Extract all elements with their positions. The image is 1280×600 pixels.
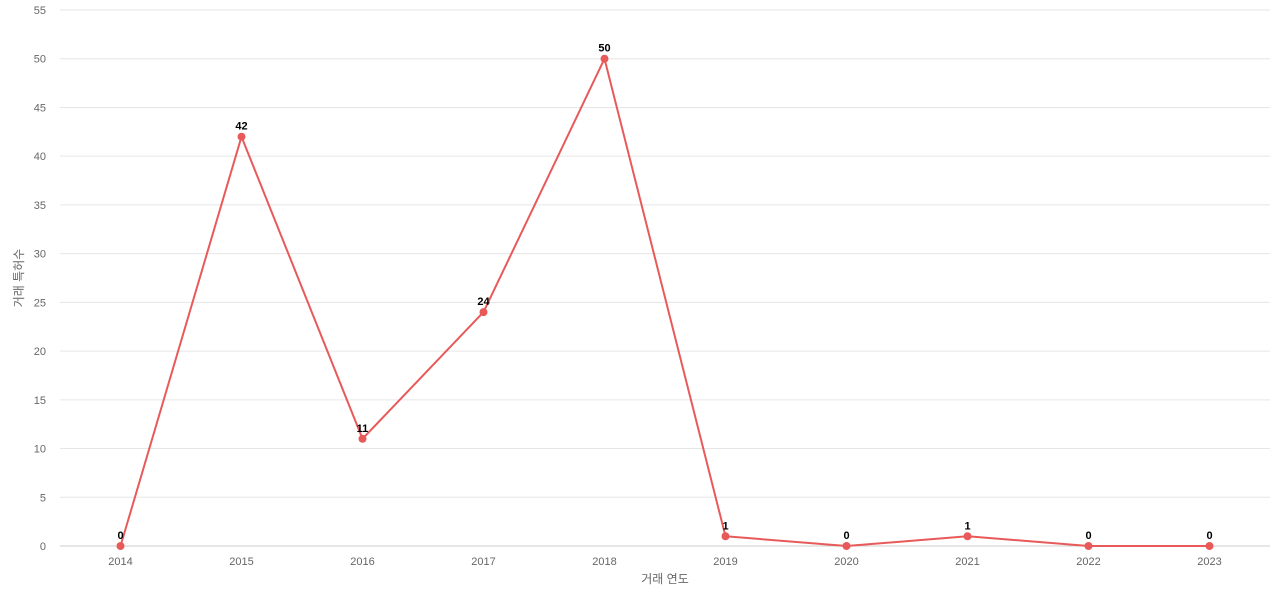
y-tick-label: 35 bbox=[34, 200, 46, 212]
data-point[interactable] bbox=[842, 542, 851, 550]
x-tick-label: 2022 bbox=[1076, 556, 1100, 568]
x-tick-label: 2021 bbox=[955, 556, 979, 568]
x-axis-title: 거래 연도 bbox=[641, 572, 689, 586]
data-point[interactable] bbox=[600, 54, 609, 63]
y-tick-label: 0 bbox=[40, 541, 46, 553]
y-tick-label: 40 bbox=[34, 151, 46, 163]
data-point[interactable] bbox=[721, 532, 730, 541]
x-tick-label: 2016 bbox=[350, 556, 374, 568]
y-tick-label: 30 bbox=[34, 249, 46, 261]
data-label: 11 bbox=[357, 423, 369, 435]
data-point[interactable] bbox=[358, 434, 367, 443]
y-axis-title: 거래 특허수 bbox=[12, 249, 26, 308]
x-tick-label: 2017 bbox=[471, 556, 495, 568]
y-tick-label: 15 bbox=[34, 395, 46, 407]
grid-layer bbox=[60, 9, 1270, 547]
y-tick-labels: 0 5 10 15 20 25 30 35 40 45 50 55 bbox=[34, 5, 46, 553]
data-label: 42 bbox=[235, 121, 247, 133]
x-tick-label: 2019 bbox=[713, 556, 737, 568]
data-label: 0 bbox=[843, 530, 849, 542]
data-label: 1 bbox=[722, 520, 728, 532]
data-point[interactable] bbox=[1084, 542, 1093, 550]
y-tick-label: 45 bbox=[34, 102, 46, 114]
y-tick-label: 25 bbox=[34, 297, 46, 309]
data-point[interactable] bbox=[963, 532, 972, 541]
y-tick-label: 50 bbox=[34, 54, 46, 66]
x-tick-label: 2018 bbox=[592, 556, 616, 568]
data-label: 1 bbox=[964, 520, 970, 532]
data-labels: 0 42 11 24 50 1 0 1 0 0 bbox=[117, 43, 1212, 542]
x-tick-label: 2015 bbox=[229, 556, 253, 568]
series-layer bbox=[116, 54, 1214, 550]
data-point[interactable] bbox=[1205, 542, 1214, 550]
x-tick-label: 2014 bbox=[108, 556, 132, 568]
data-point[interactable] bbox=[116, 542, 125, 550]
data-point[interactable] bbox=[237, 132, 246, 141]
y-tick-label: 5 bbox=[40, 492, 46, 504]
x-tick-label: 2020 bbox=[834, 556, 858, 568]
data-label: 0 bbox=[1085, 530, 1091, 542]
series-line bbox=[119, 57, 1210, 547]
data-label: 50 bbox=[598, 43, 610, 55]
y-tick-label: 55 bbox=[34, 5, 46, 17]
data-label: 0 bbox=[117, 530, 123, 542]
data-point[interactable] bbox=[479, 308, 488, 317]
x-tick-labels: 2014 2015 2016 2017 2018 2019 2020 2021 2022 2023 bbox=[108, 556, 1221, 568]
data-label: 24 bbox=[477, 296, 490, 308]
x-tick-label: 2023 bbox=[1197, 556, 1221, 568]
y-tick-label: 20 bbox=[34, 346, 46, 358]
y-tick-label: 10 bbox=[34, 444, 46, 456]
data-label: 0 bbox=[1206, 530, 1212, 542]
